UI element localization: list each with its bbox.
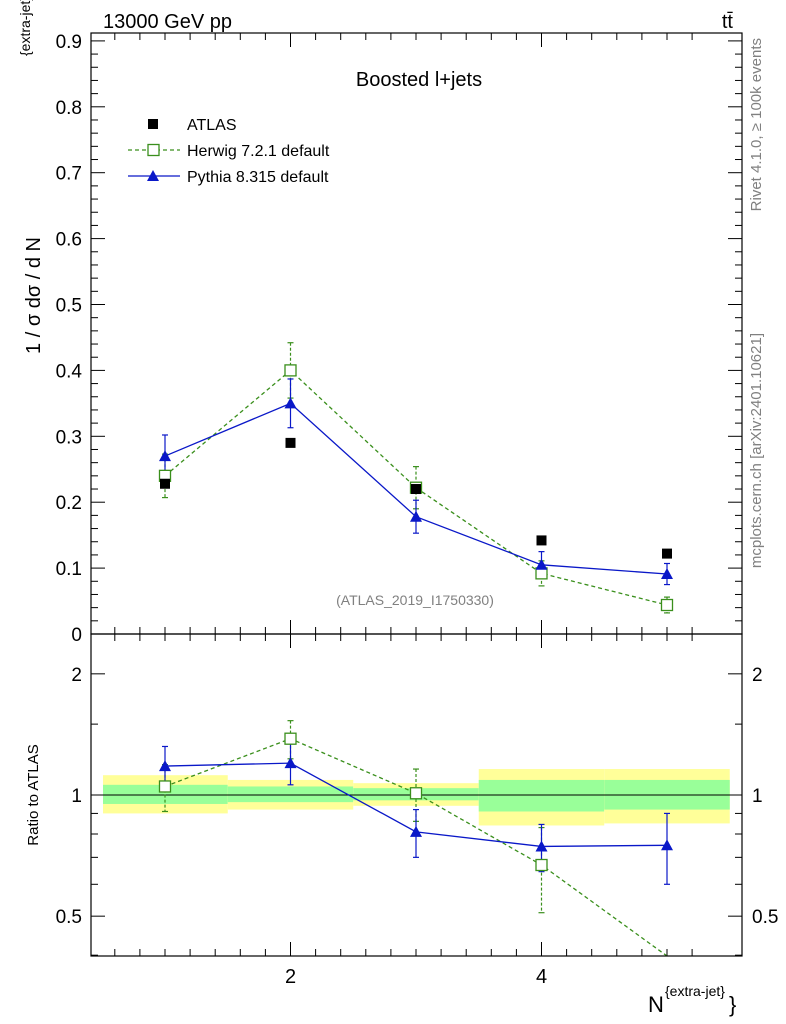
xlabel-superscript: {extra-jet} [665, 983, 725, 999]
legend-pythia-marker [147, 170, 159, 181]
energy-label: 13000 GeV pp [103, 11, 232, 33]
main-pythia-marker [284, 397, 297, 409]
ratio-frame [90, 633, 743, 957]
rivet-version-label: Rivet 4.1.0, ≥ 100k events [748, 38, 765, 211]
ratio-ytick-label: 2 [71, 665, 82, 686]
legend: ATLAS Herwig 7.2.1 default Pythia 8.315 … [128, 117, 330, 186]
legend-herwig-label: Herwig 7.2.1 default [187, 143, 330, 160]
main-atlas-marker [160, 478, 170, 489]
main-ytick-label: 0.4 [56, 361, 83, 382]
analysis-id: (ATLAS_2019_I1750330) [336, 592, 494, 608]
main-ylabel-superscript: {extra-jet} [17, 0, 33, 56]
ratio-pythia-marker [661, 839, 673, 851]
main-pythia-marker [410, 510, 422, 522]
main-atlas-marker [536, 535, 547, 546]
main-ytick-label: 0.8 [56, 98, 82, 119]
ratio-herwig-marker [158, 780, 172, 793]
ratio-pythia-marker [284, 757, 297, 769]
ratio-ytick-label-right: 2 [752, 665, 763, 686]
ratio-band-inner [478, 779, 605, 812]
process-label: tt̄ [722, 11, 734, 33]
main-ytick-label: 0 [71, 625, 82, 646]
xlabel-closing-brace: } [729, 992, 736, 1017]
ratio-ytick-label: 0.5 [56, 907, 82, 928]
main-axis-ticks: 0 0.1 0.2 0.3 0.4 0.5 0.6 0.7 0.8 0.9 [56, 32, 742, 646]
ratio-band-inner [227, 786, 354, 803]
ratio-axis-ticks: 0.5 0.5 1 1 2 2 2 4 [56, 634, 778, 988]
main-markers [158, 364, 674, 612]
main-pythia-marker [661, 568, 673, 580]
xtick-label: 2 [285, 966, 296, 988]
main-ytick-label: 0.1 [56, 559, 82, 580]
plot-title: Boosted l+jets [356, 69, 482, 91]
ratio-pythia-marker [159, 760, 171, 772]
ratio-ytick-label-right: 0.5 [752, 907, 778, 928]
ratio-herwig-marker [409, 787, 423, 800]
main-ytick-label: 0.6 [56, 230, 82, 251]
ratio-markers [158, 732, 673, 872]
ratio-ytick-label-right: 1 [752, 786, 763, 807]
main-herwig-marker [660, 598, 674, 612]
xtick-label: 4 [536, 966, 547, 988]
main-ytick-label: 0.7 [56, 164, 82, 185]
ratio-pythia-marker [535, 840, 548, 852]
ratio-panel: 0.5 0.5 1 1 2 2 2 4 [56, 633, 778, 988]
legend-herwig-marker [147, 143, 160, 157]
main-ytick-label: 0.2 [56, 493, 82, 514]
xlabel: N [648, 992, 664, 1017]
mcplots-label: mcplots.cern.ch [arXiv:2401.10621] [748, 333, 765, 568]
main-pythia-marker [535, 558, 548, 570]
main-herwig-marker [284, 364, 297, 377]
main-atlas-marker [411, 484, 421, 495]
main-pythia-marker [159, 450, 171, 462]
main-error-bars [162, 342, 670, 614]
main-ytick-label: 0.5 [56, 296, 82, 317]
ratio-herwig-marker [535, 858, 548, 872]
ratio-band-inner [103, 784, 228, 804]
ratio-pythia-marker [410, 825, 422, 837]
legend-pythia-label: Pythia 8.315 default [187, 169, 329, 186]
main-ytick-label: 0.3 [56, 427, 82, 448]
main-ylabel: 1 / σ dσ / d N [23, 237, 45, 354]
main-atlas-marker [662, 548, 672, 559]
legend-atlas-marker [148, 119, 158, 129]
legend-atlas-label: ATLAS [187, 117, 237, 134]
ratio-ytick-label: 1 [71, 786, 82, 807]
main-ytick-label: 0.9 [56, 32, 82, 53]
ratio-ylabel: Ratio to ATLAS [25, 744, 42, 845]
main-panel: 0 0.1 0.2 0.3 0.4 0.5 0.6 0.7 0.8 0.9 Boosted l+j… [56, 32, 743, 646]
ratio-herwig-marker [284, 732, 297, 745]
main-atlas-marker [285, 437, 296, 448]
